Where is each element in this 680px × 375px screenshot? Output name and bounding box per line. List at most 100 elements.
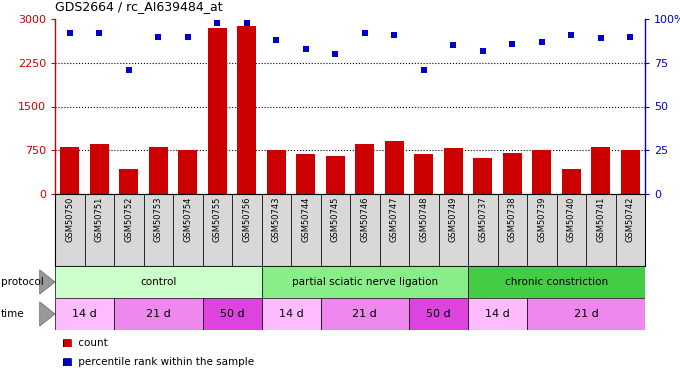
Bar (262, 298, 320, 330)
Bar (262, 194, 291, 266)
Text: GDS2664 / rc_AI639484_at: GDS2664 / rc_AI639484_at (55, 0, 222, 13)
Text: GSM50752: GSM50752 (124, 196, 133, 242)
Point (389, 32, 400, 38)
Bar (119, 169, 138, 194)
Point (153, 33, 164, 39)
Bar (409, 298, 468, 330)
Bar (532, 150, 551, 194)
Bar (207, 28, 227, 194)
Text: GSM50740: GSM50740 (566, 196, 576, 242)
Bar (114, 298, 203, 330)
Text: ■  count: ■ count (62, 338, 107, 348)
Text: 14 d: 14 d (279, 309, 303, 319)
Text: 14 d: 14 d (72, 309, 97, 319)
Text: GSM50746: GSM50746 (360, 196, 369, 242)
Text: 50 d: 50 d (426, 309, 451, 319)
Bar (498, 194, 527, 266)
Text: GSM50755: GSM50755 (213, 196, 222, 242)
Text: 21 d: 21 d (574, 309, 598, 319)
Point (448, 42, 459, 48)
Text: GSM50739: GSM50739 (537, 196, 546, 242)
Text: GSM50737: GSM50737 (478, 196, 488, 242)
Bar (414, 154, 433, 194)
Point (359, 30, 370, 36)
Text: GSM50745: GSM50745 (330, 196, 340, 242)
Bar (291, 194, 320, 266)
Bar (527, 298, 645, 330)
Text: GSM50742: GSM50742 (626, 196, 634, 242)
Bar (439, 194, 468, 266)
Text: ■  percentile rank within the sample: ■ percentile rank within the sample (62, 357, 254, 368)
Bar (621, 150, 640, 194)
Text: 50 d: 50 d (220, 309, 244, 319)
Text: GSM50750: GSM50750 (65, 196, 74, 242)
Point (271, 37, 282, 43)
Bar (443, 148, 463, 194)
Bar (173, 194, 203, 266)
Text: chronic constriction: chronic constriction (505, 277, 608, 287)
Bar (468, 266, 645, 298)
Text: control: control (140, 277, 176, 287)
Bar (237, 26, 256, 194)
Bar (379, 194, 409, 266)
Text: 21 d: 21 d (146, 309, 171, 319)
Bar (320, 194, 350, 266)
Text: GSM50741: GSM50741 (596, 196, 605, 242)
Text: 21 d: 21 d (352, 309, 377, 319)
Point (625, 33, 636, 39)
Bar (586, 194, 615, 266)
Bar (320, 298, 409, 330)
Point (65, 30, 75, 36)
Bar (591, 147, 611, 194)
Point (537, 39, 547, 45)
Bar (203, 298, 262, 330)
Point (566, 32, 577, 38)
Text: GSM50747: GSM50747 (390, 196, 398, 242)
Bar (114, 194, 143, 266)
Text: GSM50743: GSM50743 (272, 196, 281, 242)
Bar (55, 298, 114, 330)
Text: partial sciatic nerve ligation: partial sciatic nerve ligation (292, 277, 438, 287)
Bar (503, 153, 522, 194)
Text: ■: ■ (62, 338, 71, 348)
Bar (178, 150, 197, 194)
Point (211, 20, 222, 26)
Polygon shape (39, 270, 55, 294)
Bar (527, 194, 556, 266)
Point (507, 40, 517, 46)
Text: ■: ■ (62, 357, 71, 368)
Text: GSM50738: GSM50738 (508, 196, 517, 242)
Bar (326, 156, 345, 194)
Text: GSM50749: GSM50749 (449, 196, 458, 242)
Bar (355, 144, 374, 194)
Bar (267, 150, 286, 194)
Point (182, 33, 193, 39)
Bar (350, 194, 379, 266)
Polygon shape (39, 302, 55, 326)
Text: GSM50744: GSM50744 (301, 196, 310, 242)
Point (241, 20, 252, 26)
Bar (60, 147, 80, 194)
Bar (84, 194, 114, 266)
Bar (473, 158, 492, 194)
Point (301, 46, 311, 52)
Bar (55, 266, 262, 298)
Bar (203, 194, 232, 266)
Bar (468, 194, 498, 266)
Bar (262, 266, 468, 298)
Bar (149, 147, 168, 194)
Text: GSM50753: GSM50753 (154, 196, 163, 242)
Bar (385, 141, 404, 194)
Point (595, 35, 606, 41)
Bar (468, 298, 527, 330)
Bar (562, 169, 581, 194)
Bar (90, 144, 109, 194)
Text: protocol: protocol (1, 277, 44, 287)
Bar (296, 154, 316, 194)
Text: time: time (1, 309, 24, 319)
Text: GSM50754: GSM50754 (183, 196, 192, 242)
Bar (143, 194, 173, 266)
Text: 14 d: 14 d (485, 309, 510, 319)
Point (418, 67, 429, 73)
Text: GSM50751: GSM50751 (95, 196, 104, 242)
